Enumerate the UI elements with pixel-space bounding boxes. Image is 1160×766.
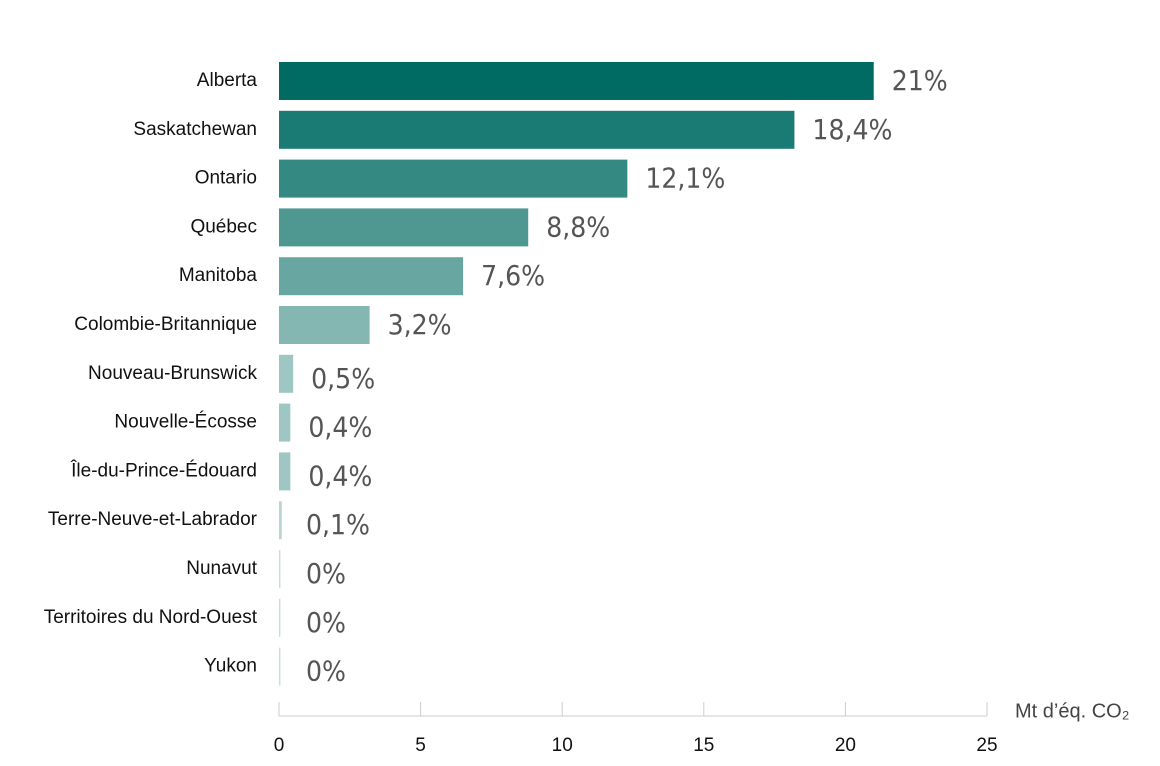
value-label: 18,4%	[812, 113, 892, 146]
x-tick-label: 10	[552, 735, 573, 756]
bar	[279, 403, 291, 442]
x-tick-label: 0	[274, 735, 285, 756]
y-tick-label: Manitoba	[179, 265, 258, 286]
bar	[279, 159, 628, 198]
bar	[279, 354, 294, 393]
y-tick-label: Québec	[190, 216, 257, 237]
bar	[279, 598, 281, 637]
y-tick-label: Nouveau-Brunswick	[88, 363, 257, 384]
value-label: 0,4%	[308, 459, 372, 492]
y-tick-label: Territoires du Nord-Ouest	[44, 607, 258, 628]
y-tick-label: Colombie-Britannique	[74, 314, 257, 335]
value-label: 12,1%	[645, 162, 725, 195]
value-label: 0,5%	[311, 362, 375, 395]
y-tick-label: Alberta	[197, 70, 258, 91]
x-tick-label: 5	[415, 735, 426, 756]
bar	[279, 501, 282, 540]
x-tick-label: 15	[693, 735, 714, 756]
bar	[279, 110, 795, 149]
y-tick-label: Terre-Neuve-et-Labrador	[48, 509, 258, 530]
value-label: 21%	[892, 64, 948, 97]
x-tick-label: 20	[835, 735, 856, 756]
bar	[279, 452, 291, 491]
value-label: 0,1%	[306, 508, 370, 541]
bar	[279, 208, 529, 247]
value-label: 0,4%	[308, 411, 372, 444]
bar	[279, 647, 281, 686]
value-label: 8,8%	[546, 210, 610, 243]
value-label: 0%	[306, 606, 346, 639]
bar	[279, 62, 874, 100]
y-tick-label: Ontario	[195, 168, 257, 189]
y-tick-label: Nunavut	[186, 558, 257, 579]
x-axis-label: Mt d’éq. CO₂	[1015, 700, 1129, 722]
y-tick-label: Nouvelle-Écosse	[114, 412, 257, 433]
value-label: 0%	[306, 655, 346, 688]
value-label: 0%	[306, 557, 346, 590]
y-tick-label: Île-du-Prince-Édouard	[70, 459, 257, 481]
bar	[279, 306, 370, 344]
bar	[279, 550, 281, 588]
y-tick-label: Saskatchewan	[133, 119, 257, 140]
y-tick-label: Yukon	[204, 656, 257, 677]
value-label: 7,6%	[481, 259, 545, 292]
bar	[279, 257, 464, 296]
value-label: 3,2%	[388, 308, 452, 341]
x-tick-label: 25	[976, 735, 997, 756]
